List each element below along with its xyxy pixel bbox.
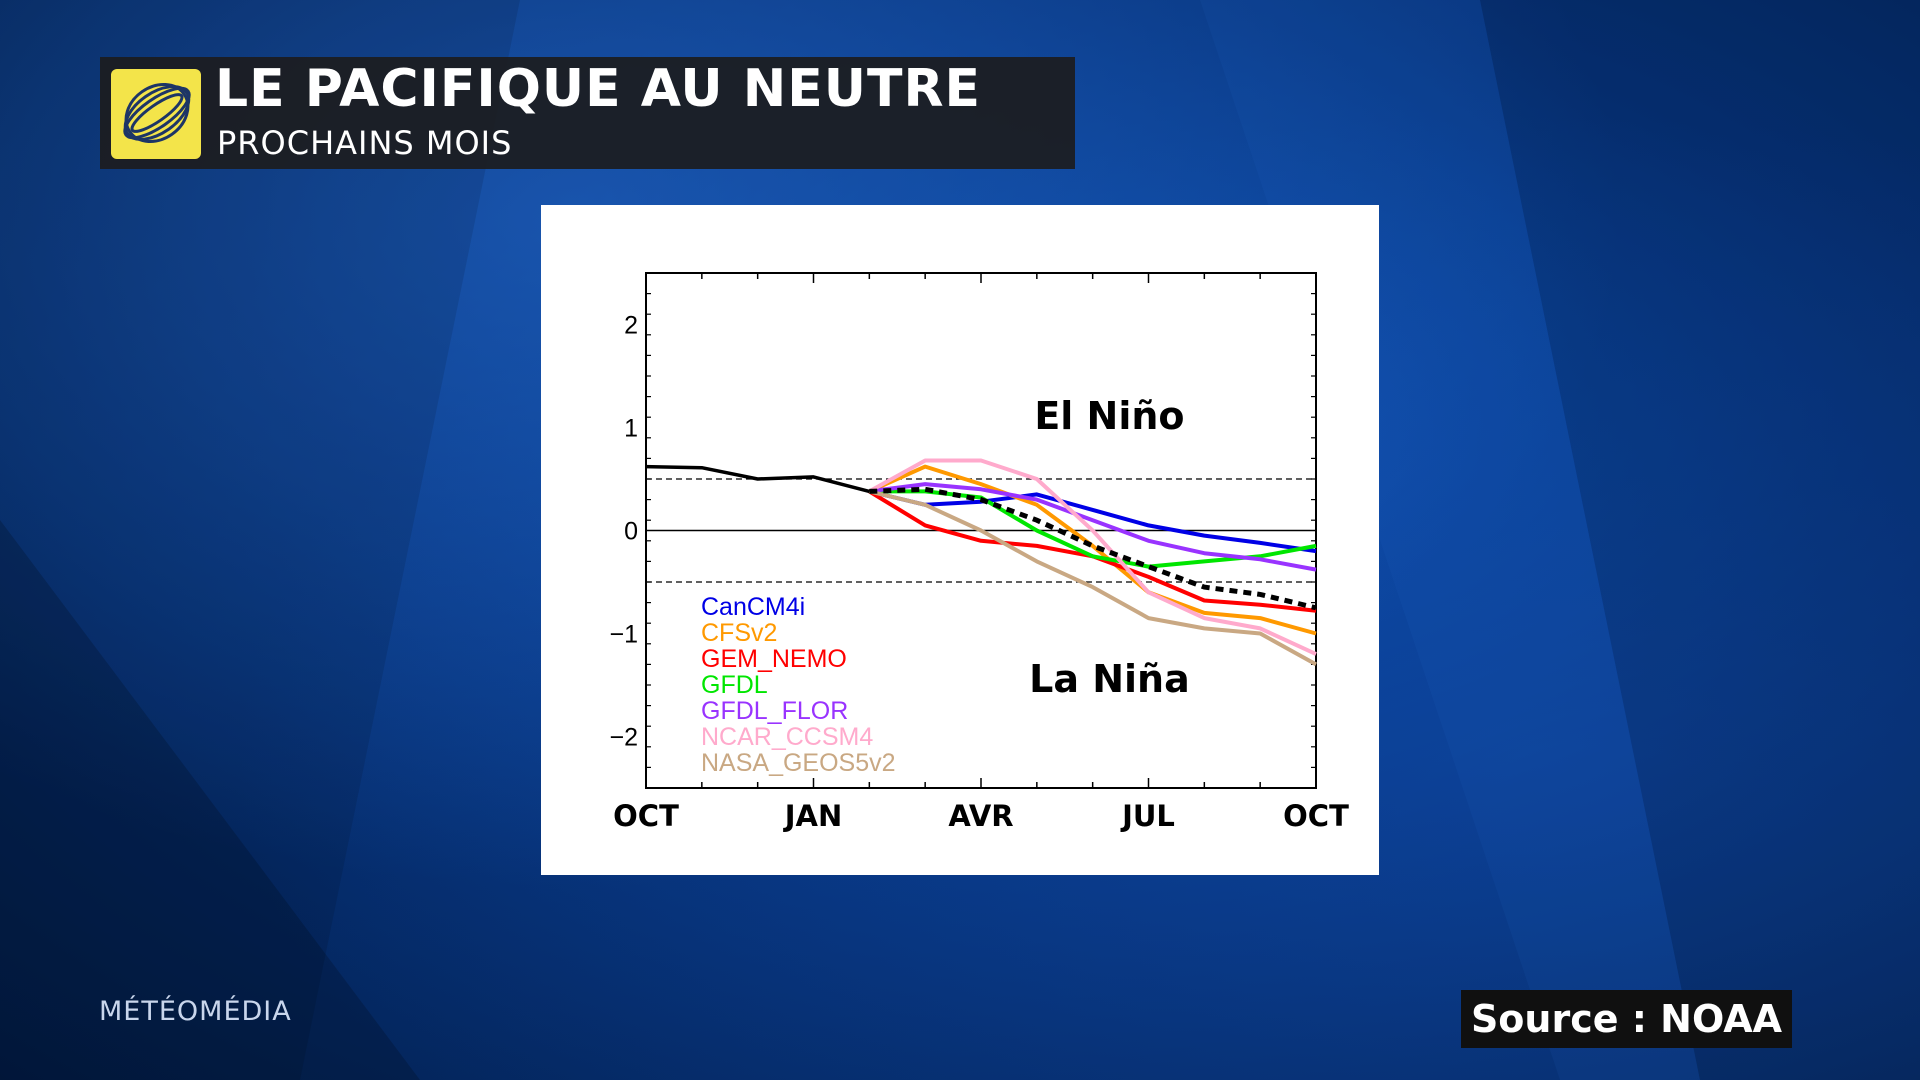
x-tick-label: OCT: [1283, 799, 1349, 833]
chart-panel: 2 1 0 −1 −2 OCT JAN AVR JUL OCT El Niño La Niña CanC…: [541, 205, 1379, 875]
x-tick-label: AVR: [948, 799, 1013, 833]
y-tick-label: 2: [624, 312, 638, 340]
legend-item: GFDL: [701, 671, 768, 699]
series-line-nasa-geos5v2: [868, 489, 1317, 667]
brand-label: MÉTÉOMÉDIA: [99, 996, 292, 1027]
series-line-cancm4i: [868, 489, 1317, 554]
legend-item: NASA_GEOS5v2: [701, 749, 896, 777]
legend-item: GFDL_FLOR: [701, 697, 848, 725]
x-tick-label: JAN: [783, 799, 843, 833]
ensemble-mean-line: [869, 486, 1317, 611]
title-banner: LE PACIFIQUE AU NEUTRE PROCHAINS MOIS: [100, 57, 1075, 169]
observed-line: [645, 464, 870, 494]
x-tick-label: JUL: [1120, 799, 1175, 833]
legend-item: CFSv2: [701, 619, 777, 647]
y-tick-label: 1: [624, 415, 638, 443]
source-badge: Source : NOAA: [1461, 990, 1792, 1048]
source-label: Source : NOAA: [1470, 997, 1783, 1041]
page-subtitle: PROCHAINS MOIS: [217, 124, 513, 162]
legend-item: GEM_NEMO: [701, 645, 847, 673]
globe-swirl-icon: [111, 69, 201, 159]
series-line-gfdl-flor: [869, 482, 1317, 572]
legend-item: NCAR_CCSM4: [701, 723, 873, 751]
series-line-ncar-ccsm4: [868, 458, 1317, 656]
series-line-cfsv2: [868, 464, 1317, 636]
region-label-la-nina: La Niña: [1029, 657, 1190, 701]
legend-item: CanCM4i: [701, 593, 805, 621]
enso-forecast-chart: 2 1 0 −1 −2 OCT JAN AVR JUL OCT El Niño La Niña CanC…: [609, 272, 1349, 833]
x-tick-label: OCT: [613, 799, 679, 833]
region-label-el-nino: El Niño: [1034, 394, 1184, 438]
page-title: LE PACIFIQUE AU NEUTRE: [215, 59, 982, 119]
y-tick-label: −2: [609, 724, 638, 752]
y-tick-label: 0: [624, 518, 638, 546]
y-tick-label: −1: [609, 621, 638, 649]
